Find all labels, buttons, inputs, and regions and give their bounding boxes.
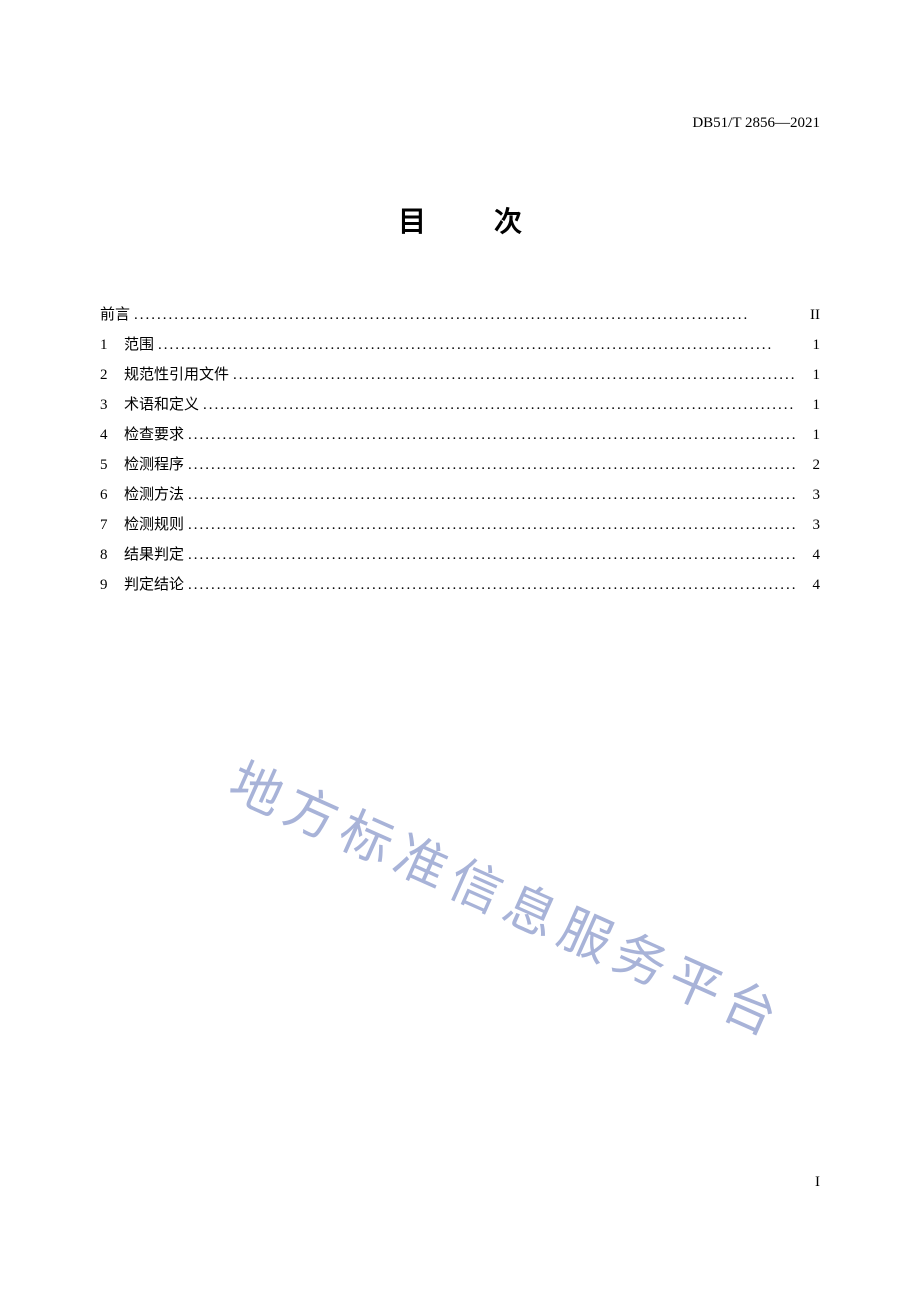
toc-section-number: 5 — [100, 450, 124, 480]
watermark-text: 地方标准信息服务平台 — [219, 740, 798, 1053]
toc-page-number: 1 — [800, 330, 820, 360]
title-char-1: 目 — [398, 200, 426, 240]
toc-label: 结果判定 — [124, 540, 184, 570]
toc-entry: 5 检测程序 .................................… — [100, 450, 820, 480]
toc-section-number: 7 — [100, 510, 124, 540]
toc-section-number: 8 — [100, 540, 124, 570]
toc-label: 判定结论 — [124, 570, 184, 600]
toc-label: 术语和定义 — [124, 390, 199, 420]
toc-section-number: 1 — [100, 330, 124, 360]
footer-page-number: I — [815, 1174, 820, 1191]
toc-page-number: 4 — [800, 570, 820, 600]
toc-entry: 8 结果判定 .................................… — [100, 540, 820, 570]
toc-page-number: 4 — [800, 540, 820, 570]
toc-label: 检测程序 — [124, 450, 184, 480]
toc-leader-dots: ........................................… — [158, 330, 796, 360]
toc-page-number: 1 — [800, 420, 820, 450]
toc-entry: 2 规范性引用文件 ..............................… — [100, 360, 820, 390]
toc-label: 规范性引用文件 — [124, 360, 229, 390]
toc-leader-dots: ........................................… — [203, 390, 796, 420]
page-title: 目 次 — [100, 200, 820, 240]
toc-section-number: 4 — [100, 420, 124, 450]
document-page: DB51/T 2856—2021 目 次 前言 ................… — [0, 0, 920, 1301]
toc-entry: 9 判定结论 .................................… — [100, 570, 820, 600]
toc-entry: 4 检查要求 .................................… — [100, 420, 820, 450]
toc-section-number: 9 — [100, 570, 124, 600]
toc-section-number: 2 — [100, 360, 124, 390]
toc-leader-dots: ........................................… — [188, 480, 796, 510]
toc-page-number: 1 — [800, 360, 820, 390]
toc-entry: 6 检测方法 .................................… — [100, 480, 820, 510]
toc-leader-dots: ........................................… — [233, 360, 796, 390]
toc-page-number: II — [800, 300, 820, 330]
toc-entry: 3 术语和定义 ................................… — [100, 390, 820, 420]
toc-label: 检查要求 — [124, 420, 184, 450]
toc-page-number: 1 — [800, 390, 820, 420]
toc-section-number: 3 — [100, 390, 124, 420]
toc-entry: 7 检测规则 .................................… — [100, 510, 820, 540]
table-of-contents: 前言 .....................................… — [100, 300, 820, 600]
toc-leader-dots: ........................................… — [188, 540, 796, 570]
toc-section-number: 6 — [100, 480, 124, 510]
toc-leader-dots: ........................................… — [134, 300, 796, 330]
toc-page-number: 2 — [800, 450, 820, 480]
toc-leader-dots: ........................................… — [188, 450, 796, 480]
toc-leader-dots: ........................................… — [188, 510, 796, 540]
toc-entry: 前言 .....................................… — [100, 300, 820, 330]
document-number: DB51/T 2856—2021 — [692, 115, 820, 132]
toc-page-number: 3 — [800, 480, 820, 510]
toc-label: 检测规则 — [124, 510, 184, 540]
toc-label: 前言 — [100, 300, 130, 330]
toc-entry: 1 范围 ...................................… — [100, 330, 820, 360]
title-char-2: 次 — [494, 200, 522, 240]
toc-leader-dots: ........................................… — [188, 420, 796, 450]
toc-page-number: 3 — [800, 510, 820, 540]
toc-leader-dots: ........................................… — [188, 570, 796, 600]
toc-label: 检测方法 — [124, 480, 184, 510]
toc-label: 范围 — [124, 330, 154, 360]
